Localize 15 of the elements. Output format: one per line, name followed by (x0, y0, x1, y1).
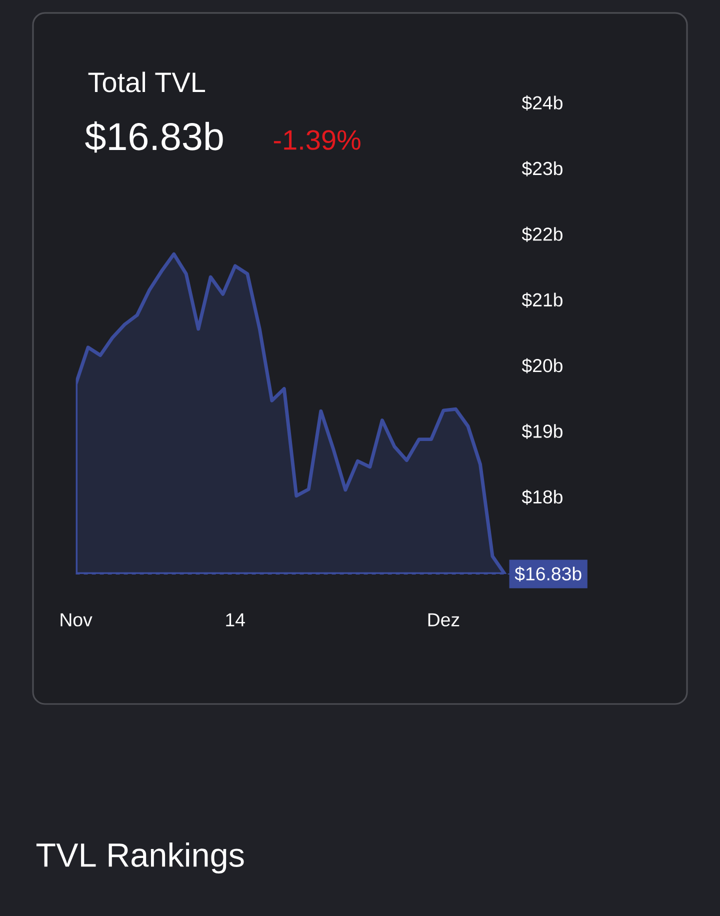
y-tick-label: $22b (522, 226, 562, 242)
chart-subtitle: $16.83b (85, 121, 223, 153)
y-tick-label: $20b (522, 358, 562, 374)
x-tick-label: 14 (226, 613, 245, 626)
ref-line-label: $16.83b (514, 566, 582, 582)
y-tick-label: $21b (522, 292, 562, 308)
text: TVL Rankings (36, 842, 244, 874)
chart-title: Total TVL (88, 72, 206, 92)
y-tick-label: $18b (522, 490, 562, 505)
y-tick-label: $19b (522, 424, 562, 440)
y-tick-label: $23b (522, 161, 562, 176)
x-tick-label: Dez (428, 613, 460, 626)
x-tick-label: Nov (60, 613, 92, 626)
annotation: -1.39% (274, 130, 360, 150)
y-tick-label: $24b (522, 95, 562, 111)
